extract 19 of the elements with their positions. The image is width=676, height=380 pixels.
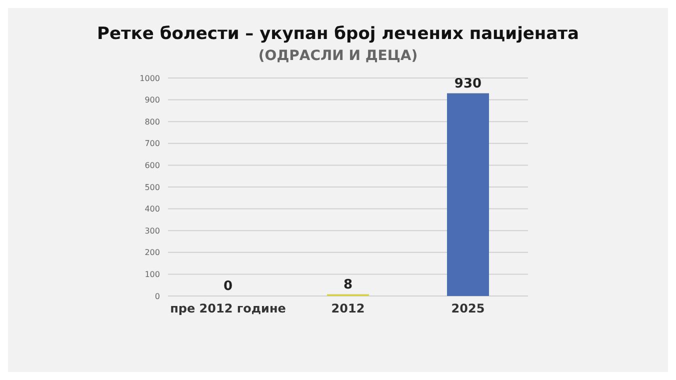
y-tick-label: 400 [144, 204, 160, 214]
y-tick-label: 900 [144, 96, 160, 105]
y-tick-label: 100 [144, 270, 160, 280]
chart-title: Ретке болести – укупан број лечених пацијената [96, 23, 580, 44]
data-label: 0 [223, 279, 233, 294]
y-tick-label: 600 [144, 161, 160, 170]
data-label: 8 [343, 277, 353, 292]
y-tick-label: 200 [144, 248, 160, 258]
y-tick-label: 0 [154, 292, 160, 301]
y-tick-label: 1000 [140, 74, 160, 83]
chart-subtitle: (ОДРАСЛИ И ДЕЦА) [257, 48, 419, 64]
x-tick-label: пре 2012 године [170, 302, 286, 316]
y-tick-label: 300 [144, 226, 160, 236]
y-tick-label: 800 [144, 117, 160, 126]
y-tick-label: 700 [144, 139, 160, 148]
y-tick-label: 500 [144, 182, 160, 192]
x-tick-label: 2012 [331, 302, 365, 316]
x-tick-label: 2025 [451, 302, 485, 316]
data-label: 930 [454, 76, 482, 92]
